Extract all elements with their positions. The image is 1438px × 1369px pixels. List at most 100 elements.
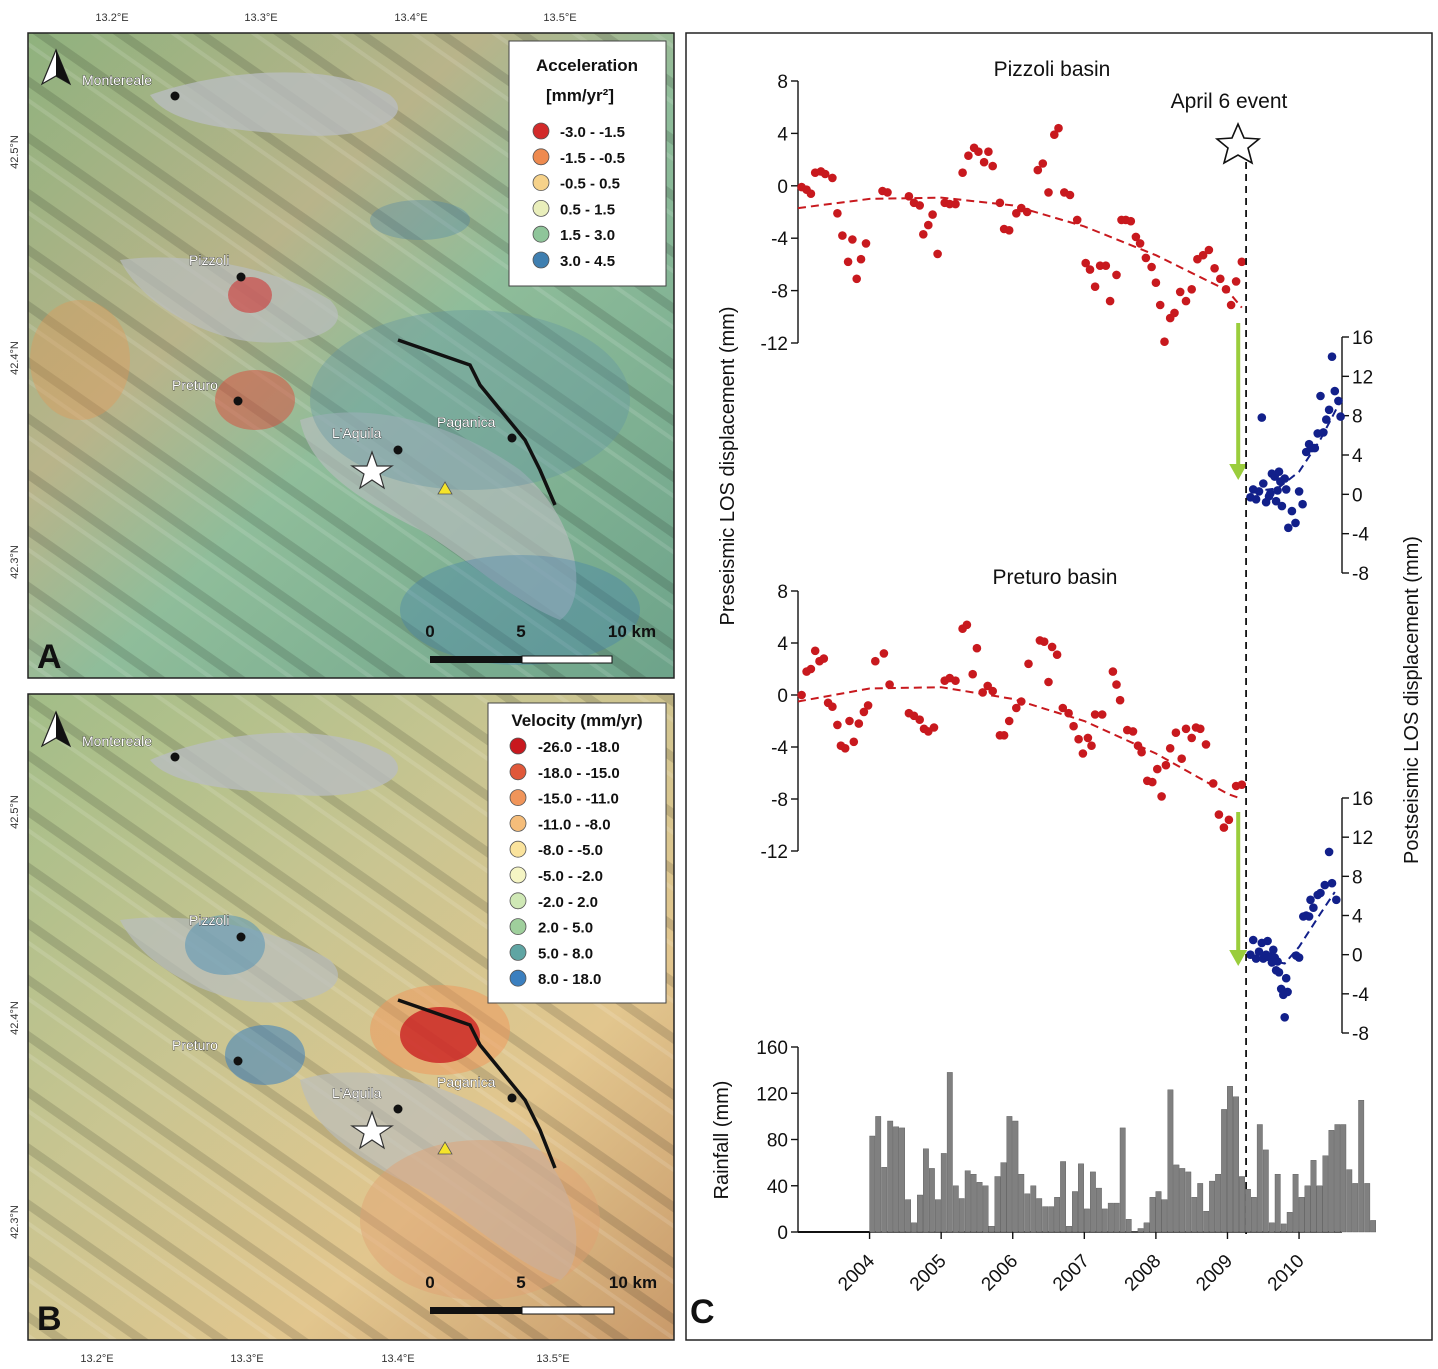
preturo-pre-point — [1187, 733, 1196, 743]
preturo-pre-point — [1108, 667, 1118, 676]
legend-b-swatch — [509, 866, 527, 884]
scalebar-a: 0 5 10 km — [425, 622, 656, 664]
pizzoli-pre-point — [1126, 216, 1136, 226]
preturo-post-point — [1294, 953, 1304, 962]
pizzoli-post-point — [1271, 496, 1281, 506]
rain-bar — [1322, 1155, 1329, 1233]
pizzoli-post-point — [1273, 486, 1282, 495]
rain-bar — [958, 1198, 965, 1233]
rain-bar — [964, 1170, 971, 1233]
rain-bar — [982, 1185, 989, 1233]
scalebar-a-five: 5 — [516, 622, 525, 641]
preturo-pre-point — [999, 731, 1009, 740]
pizzoli-pre-point — [928, 210, 937, 219]
preturo-post-point — [1316, 888, 1325, 898]
rain-bar — [1221, 1109, 1228, 1233]
preturo-pre-point — [849, 737, 859, 747]
rain-bar — [1304, 1185, 1311, 1233]
rain-bar — [1149, 1197, 1156, 1233]
preturo-pre-point — [1214, 810, 1224, 819]
rain-bar — [1328, 1130, 1335, 1233]
rain-bar — [1286, 1212, 1293, 1233]
legend-a-label: -0.5 - 0.5 — [560, 176, 620, 193]
pizzoli-pre-point — [1038, 159, 1048, 168]
preturo-pre-point — [1087, 741, 1096, 750]
epicenter-star-icon — [350, 450, 394, 490]
preturo-pre-point — [885, 680, 894, 689]
preturo-pre-point — [1161, 760, 1171, 770]
rain-bar — [1006, 1116, 1013, 1233]
rain-y-tick-label: 160 — [756, 1038, 788, 1059]
pizzoli-pre-point — [1181, 296, 1191, 306]
preturo-pre-point — [978, 688, 987, 697]
rain-bar — [1167, 1089, 1174, 1233]
preturo-pre-point — [1047, 642, 1057, 652]
rain-bar — [1364, 1183, 1371, 1233]
lon-top-label: 13.5°E — [543, 12, 576, 24]
pizzoli-pre-point — [828, 173, 837, 183]
preturo-pre-point — [1137, 747, 1146, 757]
preturo-pre-point — [1058, 703, 1068, 713]
pizzoli-post-point — [1254, 487, 1264, 496]
lat-label-a: 42.4°N — [9, 341, 21, 375]
preturo-pre-point — [1171, 728, 1181, 737]
rain-bar — [1137, 1228, 1144, 1233]
preturo-post-point — [1320, 880, 1330, 890]
preturo-pre-point — [1157, 792, 1166, 801]
epicenter-star-icon — [350, 1110, 394, 1150]
preturo-pre-point — [951, 676, 960, 685]
rain-bar — [1173, 1164, 1180, 1233]
rain-bar — [917, 1194, 923, 1233]
legend-a-swatch — [532, 122, 550, 140]
rain-bar — [1316, 1185, 1323, 1233]
pizzoli-pre-point — [843, 257, 853, 267]
pizzoli-pre-point — [964, 151, 973, 160]
rain-bar — [952, 1185, 959, 1233]
preturo-post-y-tick-label: 12 — [1352, 828, 1373, 849]
pizzoli-pre-point — [1050, 130, 1059, 139]
preturo-pre-point — [1165, 744, 1175, 753]
rain-bar — [1310, 1160, 1317, 1233]
preturo-post-point — [1306, 895, 1315, 905]
pizzoli-pre-point — [848, 235, 857, 244]
pizzoli-pre-point — [1226, 300, 1236, 310]
pizzoli-post-y-tick-label: 16 — [1352, 328, 1373, 349]
pizzoli-pre-y-tick-label: 8 — [777, 72, 788, 93]
preturo-pre-point — [1237, 780, 1247, 789]
legend-a-label: 3.0 - 4.5 — [560, 253, 615, 270]
rain-bar — [1143, 1222, 1150, 1233]
preturo-pre-point — [1039, 637, 1049, 646]
scalebar-b-zero: 0 — [425, 1273, 434, 1292]
pizzoli-pre-point — [1135, 239, 1145, 248]
legend-b-swatch — [509, 944, 527, 961]
pizzoli-post-point — [1287, 506, 1297, 516]
preturo-post-point — [1248, 935, 1258, 945]
pizzoli-post-point — [1319, 428, 1328, 437]
pizzoli-post-point — [1322, 415, 1331, 424]
preturo-post-point — [1254, 947, 1264, 956]
preturo-post-point — [1283, 987, 1292, 997]
rain-bar — [1185, 1171, 1192, 1233]
preturo-pre-point — [1208, 779, 1218, 788]
pizzoli-pre-point — [988, 161, 997, 171]
preturo-pre-point — [1201, 740, 1211, 749]
preturo-pre-point — [863, 701, 873, 710]
scalebar-b: 0 5 10 km — [425, 1273, 657, 1315]
legend-b-swatch — [509, 737, 527, 755]
rain-bar — [1000, 1162, 1007, 1233]
pizzoli-pre-point — [1170, 308, 1179, 318]
rain-bar — [1119, 1127, 1126, 1233]
pizzoli-post-y-tick-label: -8 — [1352, 564, 1369, 585]
pizzoli-post-point — [1259, 479, 1268, 488]
rain-bar — [1095, 1187, 1102, 1233]
pizzoli-pre-point — [838, 231, 847, 240]
rain-bar — [923, 1148, 929, 1233]
rain-bar — [1161, 1199, 1168, 1233]
pizzoli-pre-point — [933, 249, 942, 259]
preturo-pre-point — [1052, 650, 1062, 659]
rain-y-tick-label: 80 — [767, 1131, 788, 1152]
rain-bar — [1072, 1191, 1078, 1233]
rain-bar — [1012, 1120, 1019, 1233]
panel-label-c: C — [690, 1293, 715, 1331]
rain-bar — [1203, 1210, 1210, 1233]
